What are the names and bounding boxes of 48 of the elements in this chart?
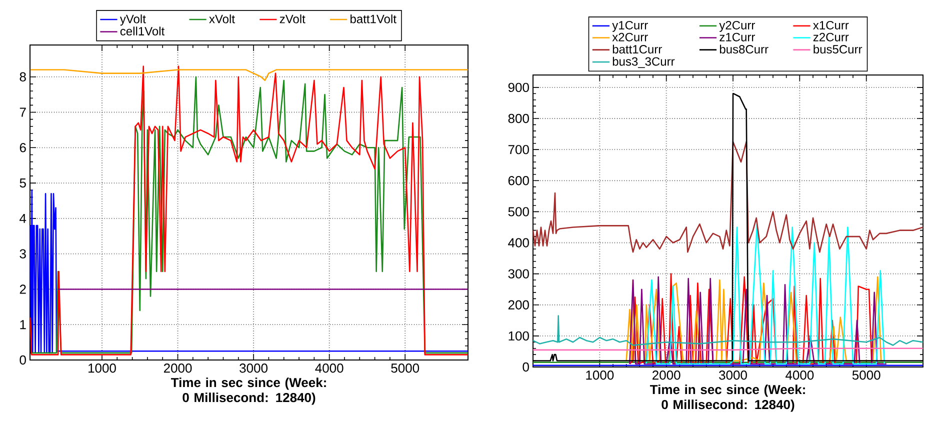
legend-label: yVolt [120,14,146,26]
legend-label: y2Curr [719,20,755,32]
y-tick-label: 8 [20,72,26,82]
y-tick-label: 4 [20,214,26,223]
y-tick-label: 3 [20,249,26,258]
legend-label: z1Curr [720,32,755,42]
y-tick-label: 0 [20,355,26,365]
y-tick-label: 300 [508,269,529,278]
line-series [646,223,885,365]
y-tick-label: 2 [20,284,26,294]
x-tick-label: 3000 [240,364,268,373]
legend-label: batt1Volt [350,14,396,24]
x-tick-label: 4000 [315,364,344,373]
x-axis-title: Time in sec since (Week: 0 Millisecond: 12840) [650,384,805,412]
x-tick-label: 2000 [652,370,680,380]
y-tick-label: 400 [508,238,529,248]
x-tick-label: 5000 [852,370,880,380]
legend-label: zVolt [280,14,306,24]
legend-label: x2Curr [612,32,648,42]
legend-label: bus3_3Curr [612,56,675,68]
x-tick-label: 5000 [391,364,420,373]
y-tick-label: 800 [508,114,529,124]
y-tick-label: 500 [508,207,529,216]
legend-label: xVolt [209,14,235,24]
legend-label: bus8Curr [720,44,768,54]
x-tick-label: 1000 [586,370,614,380]
y-tick-label: 7 [20,108,26,117]
legend-label: x1Curr [813,20,849,30]
y-tick-label: 700 [508,144,529,154]
y-tick-label: 1 [20,320,26,330]
y-tick-label: 100 [508,331,529,341]
y-tick-label: 900 [508,82,529,92]
y-tick-label: 600 [508,176,529,186]
legend-label: batt1Curr [612,44,662,54]
y-tick-label: 5 [20,178,26,188]
legend-label: cell1Volt [120,26,165,36]
line-series [533,315,924,346]
legend-label: y1Curr [612,20,648,32]
x-tick-label: 1000 [88,364,116,373]
y-tick-label: 0 [522,362,529,372]
x-axis-title: Time in sec since (Week: 0 Millisecond: 12840) [170,378,326,405]
x-tick-label: 2000 [164,364,192,373]
legend-label: bus5Curr [814,44,862,54]
y-tick-label: 200 [508,300,529,310]
x-tick-label: 4000 [786,370,814,380]
y-tick-label: 6 [20,143,26,152]
x-tick-label: 3000 [719,370,747,380]
legend-label: z2Curr [813,32,849,42]
